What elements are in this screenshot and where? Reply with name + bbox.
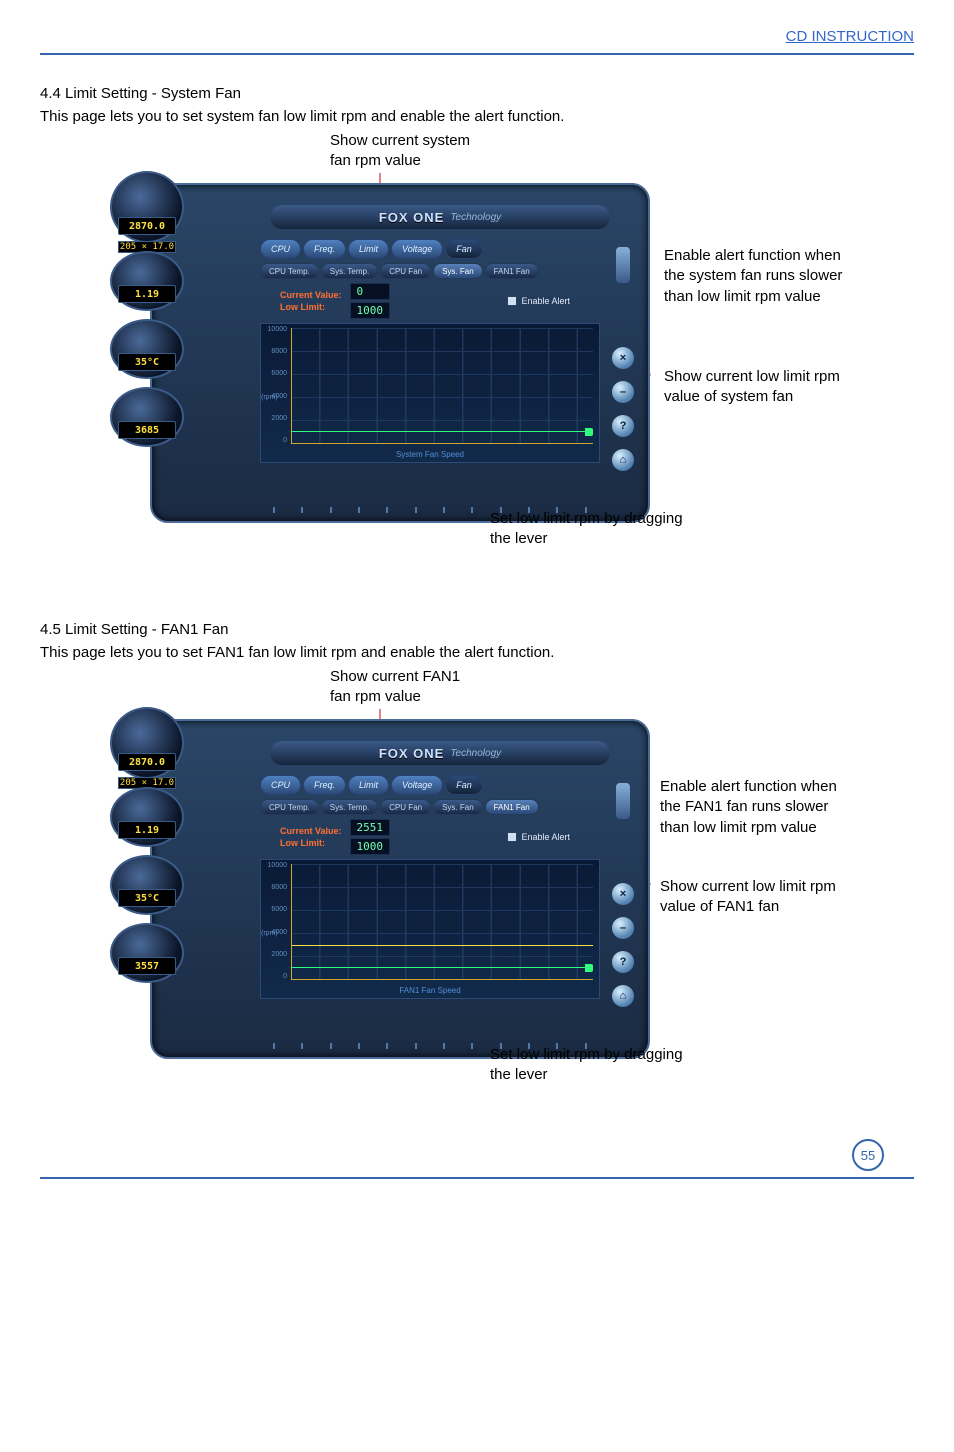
figure-fan1: Show current FAN1 fan rpm value 2870.020… bbox=[70, 667, 914, 1097]
sub-tabs: CPU Temp. Sys. Temp. CPU Fan Sys. Fan FA… bbox=[260, 263, 539, 279]
tab-fan[interactable]: Fan bbox=[445, 775, 483, 795]
foxone-panel-sysfan: 2870.0205 × 17.0 1.19 35°C 3685 FOX ONE … bbox=[150, 183, 650, 523]
enable-alert-checkbox[interactable] bbox=[507, 832, 517, 842]
subtab-cpufan[interactable]: CPU Fan bbox=[380, 263, 431, 279]
chart-sysfan: 1000080006000400020000 (rpm) System Fan … bbox=[260, 323, 600, 463]
page-number-badge: 55 bbox=[852, 1139, 884, 1171]
main-tabs: CPU Freq. Limit Voltage Fan bbox=[260, 239, 483, 259]
section-title-4-5: 4.5 Limit Setting - FAN1 Fan bbox=[40, 621, 914, 638]
header-link[interactable]: CD INSTRUCTION bbox=[40, 20, 914, 53]
values-row: Current Value: Low Limit: 2551 1000 Enab… bbox=[280, 819, 570, 855]
rpm-label: (rpm) bbox=[261, 930, 278, 937]
label-current: Current Value: bbox=[280, 290, 342, 300]
subtab-sysfan[interactable]: Sys. Fan bbox=[433, 799, 483, 815]
logo-text: FOX ONE bbox=[379, 210, 445, 225]
side-gauges: 2870.0205 × 17.0 1.19 35°C 3557 bbox=[110, 707, 184, 983]
header-rule bbox=[40, 53, 914, 55]
annot-lever-fan1: Set low limit rpm by dragging the lever bbox=[490, 1045, 690, 1086]
subtab-fan1[interactable]: FAN1 Fan bbox=[485, 799, 539, 815]
main-tabs: CPU Freq. Limit Voltage Fan bbox=[260, 775, 483, 795]
tab-limit[interactable]: Limit bbox=[348, 239, 389, 259]
enable-alert-label: Enable Alert bbox=[521, 296, 570, 306]
current-value: 0 bbox=[350, 283, 391, 300]
foxone-panel-fan1: 2870.0205 × 17.0 1.19 35°C 3557 FOX ONE … bbox=[150, 719, 650, 1059]
enable-alert[interactable]: Enable Alert bbox=[507, 832, 570, 842]
thermo-icon[interactable] bbox=[616, 783, 630, 819]
subtab-fan1[interactable]: FAN1 Fan bbox=[485, 263, 539, 279]
gauge-volt: 1.19 bbox=[110, 787, 184, 847]
tab-fan[interactable]: Fan bbox=[445, 239, 483, 259]
logo-text: FOX ONE bbox=[379, 746, 445, 761]
tab-cpu[interactable]: CPU bbox=[260, 775, 301, 795]
chart-fan1: 1000080006000400020000 (rpm) FAN1 Fan Sp… bbox=[260, 859, 600, 999]
subtab-cputemp[interactable]: CPU Temp. bbox=[260, 263, 319, 279]
subtab-cputemp[interactable]: CPU Temp. bbox=[260, 799, 319, 815]
gauge-fan: 3685 bbox=[110, 387, 184, 447]
figure-sysfan: Show current system fan rpm value 2870.0… bbox=[70, 131, 914, 561]
low-limit-value: 1000 bbox=[350, 838, 391, 855]
values-row: Current Value: Low Limit: 0 1000 Enable … bbox=[280, 283, 570, 319]
label-low: Low Limit: bbox=[280, 838, 342, 848]
rpm-label: (rpm) bbox=[261, 394, 278, 401]
subtab-systemp[interactable]: Sys. Temp. bbox=[321, 799, 378, 815]
low-limit-lever[interactable] bbox=[585, 964, 593, 972]
section-desc-4-5: This page lets you to set FAN1 fan low l… bbox=[40, 644, 914, 661]
subtab-sysfan[interactable]: Sys. Fan bbox=[433, 263, 483, 279]
subtab-systemp[interactable]: Sys. Temp. bbox=[321, 263, 378, 279]
footer-rule bbox=[40, 1177, 914, 1179]
close-icon[interactable]: × bbox=[612, 883, 634, 905]
close-icon[interactable]: × bbox=[612, 347, 634, 369]
section-desc-4-4: This page lets you to set system fan low… bbox=[40, 108, 914, 125]
app-title: FOX ONE Technology bbox=[270, 741, 610, 765]
minimize-icon[interactable]: – bbox=[612, 381, 634, 403]
help-icon[interactable]: ? bbox=[612, 415, 634, 437]
enable-alert[interactable]: Enable Alert bbox=[507, 296, 570, 306]
fan1-trace bbox=[292, 945, 593, 946]
low-limit-lever[interactable] bbox=[585, 428, 593, 436]
caption-top-sysfan: Show current system fan rpm value bbox=[330, 131, 470, 170]
section-title-4-4: 4.4 Limit Setting - System Fan bbox=[40, 85, 914, 102]
gauge-temp: 35°C bbox=[110, 855, 184, 915]
chart-title: FAN1 Fan Speed bbox=[261, 986, 599, 995]
home-icon[interactable]: ⌂ bbox=[612, 985, 634, 1007]
tab-cpu[interactable]: CPU bbox=[260, 239, 301, 259]
side-icons: × – ? ⌂ bbox=[612, 247, 634, 471]
enable-alert-checkbox[interactable] bbox=[507, 296, 517, 306]
caption-top-fan1: Show current FAN1 fan rpm value bbox=[330, 667, 460, 706]
annot-enable-sysfan: Enable alert function when the system fa… bbox=[664, 246, 864, 307]
label-low: Low Limit: bbox=[280, 302, 342, 312]
subtab-cpufan[interactable]: CPU Fan bbox=[380, 799, 431, 815]
tab-voltage[interactable]: Voltage bbox=[391, 239, 443, 259]
low-limit-line bbox=[291, 431, 593, 432]
help-icon[interactable]: ? bbox=[612, 951, 634, 973]
annot-low-sysfan: Show current low limit rpm value of syst… bbox=[664, 367, 864, 408]
minimize-icon[interactable]: – bbox=[612, 917, 634, 939]
gauge-fan: 3557 bbox=[110, 923, 184, 983]
side-gauges: 2870.0205 × 17.0 1.19 35°C 3685 bbox=[110, 171, 184, 447]
side-icons: × – ? ⌂ bbox=[612, 783, 634, 1007]
chart-title: System Fan Speed bbox=[261, 450, 599, 459]
annot-lever-sysfan: Set low limit rpm by dragging the lever bbox=[490, 509, 690, 550]
annot-enable-fan1: Enable alert function when the FAN1 fan … bbox=[660, 777, 860, 838]
sub-tabs: CPU Temp. Sys. Temp. CPU Fan Sys. Fan FA… bbox=[260, 799, 539, 815]
logo-tech: Technology bbox=[450, 748, 501, 759]
low-limit-line bbox=[291, 967, 593, 968]
tab-freq[interactable]: Freq. bbox=[303, 239, 346, 259]
logo-tech: Technology bbox=[450, 212, 501, 223]
low-limit-value: 1000 bbox=[350, 302, 391, 319]
annot-low-fan1: Show current low limit rpm value of FAN1… bbox=[660, 877, 870, 918]
tab-voltage[interactable]: Voltage bbox=[391, 775, 443, 795]
gauge-volt: 1.19 bbox=[110, 251, 184, 311]
label-current: Current Value: bbox=[280, 826, 342, 836]
enable-alert-label: Enable Alert bbox=[521, 832, 570, 842]
tab-limit[interactable]: Limit bbox=[348, 775, 389, 795]
thermo-icon[interactable] bbox=[616, 247, 630, 283]
tab-freq[interactable]: Freq. bbox=[303, 775, 346, 795]
current-value: 2551 bbox=[350, 819, 391, 836]
gauge-freq: 2870.0205 × 17.0 bbox=[110, 707, 184, 779]
app-title: FOX ONE Technology bbox=[270, 205, 610, 229]
gauge-temp: 35°C bbox=[110, 319, 184, 379]
home-icon[interactable]: ⌂ bbox=[612, 449, 634, 471]
gauge-freq: 2870.0205 × 17.0 bbox=[110, 171, 184, 243]
